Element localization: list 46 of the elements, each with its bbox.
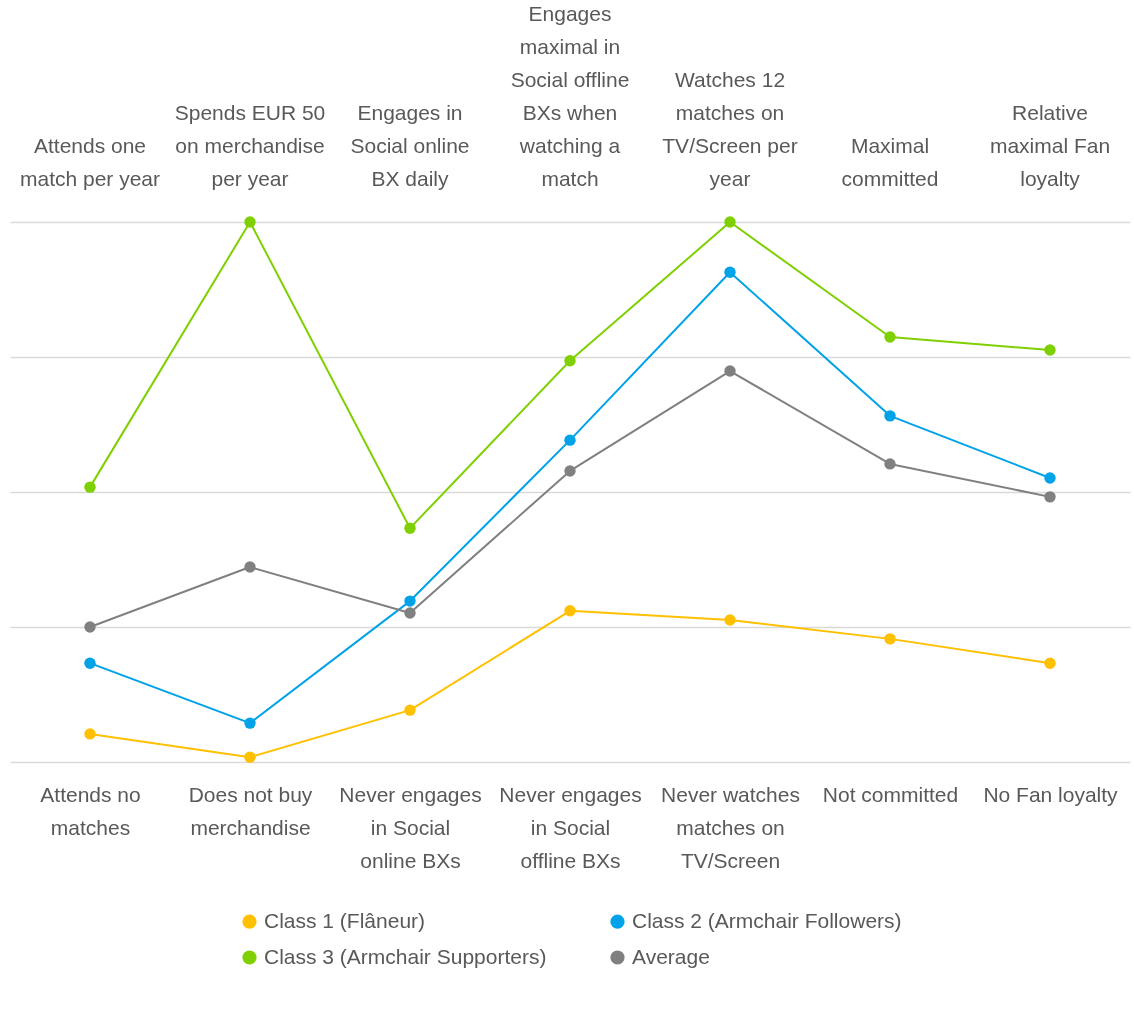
point xyxy=(244,561,256,573)
point xyxy=(244,751,256,763)
x-tick-label: Attends no matches xyxy=(40,782,141,839)
point xyxy=(404,522,416,534)
point xyxy=(1044,344,1056,356)
point xyxy=(884,458,896,470)
point xyxy=(564,465,576,477)
point xyxy=(404,595,416,607)
point xyxy=(244,216,256,228)
text: Maximal committed xyxy=(841,134,939,190)
x-tick-label: Never watches matches on TV/Screen xyxy=(661,782,800,872)
point xyxy=(884,331,896,343)
text: Spends EUR 50 on merchandise per year xyxy=(174,101,326,190)
point xyxy=(724,614,736,626)
x-tick-label: Never engages in Social offline BXs xyxy=(499,782,642,872)
point xyxy=(1044,472,1056,484)
point xyxy=(84,621,96,633)
text: Attends one match per year xyxy=(19,134,161,190)
point xyxy=(724,216,736,228)
text: Watches 12 matches on TV/Screen per year xyxy=(662,68,798,190)
point xyxy=(724,365,736,377)
legend-label: Class 1 (Flâneur) xyxy=(264,908,426,932)
point xyxy=(84,657,96,669)
point xyxy=(884,410,896,422)
point xyxy=(564,605,576,617)
point xyxy=(244,717,256,729)
x-tick-label: Does not buy merchandise xyxy=(188,782,313,839)
x-tick-label: No Fan loyalty xyxy=(983,782,1119,806)
point xyxy=(884,633,896,645)
x-tick-label: Never engages in Social online BXs xyxy=(339,782,482,872)
point xyxy=(84,481,96,493)
point xyxy=(724,266,736,278)
x-tick-label: Not committed xyxy=(822,782,959,806)
text: Engages maximal in Social offline BXs when watching a match xyxy=(510,2,630,190)
text: Engages in Social online BX daily xyxy=(350,101,470,190)
point xyxy=(564,355,576,367)
point xyxy=(1044,491,1056,503)
legend-label: Average xyxy=(632,944,710,968)
point xyxy=(1044,657,1056,669)
text: Relative maximal Fan loyalty xyxy=(989,101,1111,190)
point xyxy=(404,704,416,716)
legend-label: Class 3 (Armchair Supporters) xyxy=(264,944,547,968)
point xyxy=(564,434,576,446)
point xyxy=(404,607,416,619)
point xyxy=(84,728,96,740)
legend-label: Class 2 (Armchair Followers) xyxy=(632,908,902,932)
